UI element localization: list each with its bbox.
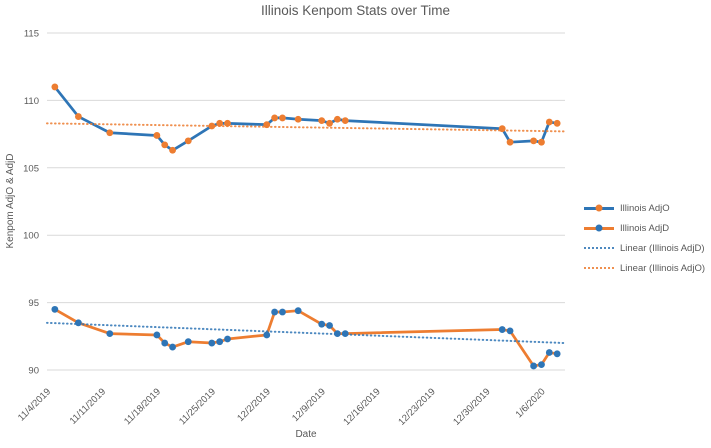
legend-swatch-dotted-adjd — [584, 247, 614, 249]
x-tick-label: 12/16/2019 — [341, 386, 382, 427]
data-point-illinois-adjo[interactable] — [333, 115, 341, 123]
data-point-illinois-adjo[interactable] — [161, 141, 169, 149]
x-tick-label: 11/4/2019 — [16, 386, 53, 423]
data-point-illinois-adjd[interactable] — [538, 361, 545, 369]
data-point-illinois-adjd[interactable] — [506, 327, 514, 335]
data-point-illinois-adjd[interactable] — [271, 308, 279, 316]
legend-label: Linear (Illinois AdjD) — [620, 242, 705, 254]
legend-label: Illinois AdjD — [620, 222, 670, 234]
data-point-illinois-adjo[interactable] — [153, 132, 161, 139]
data-point-illinois-adjd[interactable] — [161, 339, 169, 347]
legend-swatch-line-adjd — [584, 224, 614, 232]
x-tick-label: 11/18/2019 — [122, 386, 163, 427]
data-point-illinois-adjo[interactable] — [271, 114, 279, 122]
legend-item-illinois-adjd[interactable]: Illinois AdjD — [584, 218, 711, 238]
data-point-illinois-adjd[interactable] — [318, 320, 326, 328]
x-axis-title: Date — [295, 429, 317, 440]
data-point-illinois-adjd[interactable] — [74, 319, 82, 327]
data-point-illinois-adjd[interactable] — [263, 331, 271, 339]
data-point-illinois-adjd[interactable] — [279, 308, 286, 316]
y-tick-label: 90 — [28, 366, 39, 377]
data-point-illinois-adjd[interactable] — [169, 343, 176, 351]
data-point-illinois-adjo[interactable] — [530, 137, 538, 145]
data-point-illinois-adjo[interactable] — [74, 113, 82, 120]
x-tick-label: 12/2/2019 — [235, 386, 273, 424]
legend-marker-dot — [595, 224, 603, 232]
x-tick-label: 11/11/2019 — [68, 386, 108, 426]
y-tick-label: 115 — [24, 29, 39, 40]
data-point-illinois-adjo[interactable] — [279, 114, 286, 122]
x-tick-label: 12/23/2019 — [396, 386, 437, 427]
x-tick-label: 12/30/2019 — [451, 386, 492, 427]
data-point-illinois-adjo[interactable] — [51, 83, 59, 91]
data-point-illinois-adjo[interactable] — [553, 119, 561, 127]
y-tick-label: 95 — [28, 298, 39, 309]
y-axis-title: Kenpom AdjO & AdjD — [5, 153, 16, 248]
data-point-illinois-adjo[interactable] — [341, 117, 349, 125]
data-point-illinois-adjd[interactable] — [208, 339, 216, 347]
legend-label: Illinois AdjO — [620, 202, 670, 214]
series-line-illinois-adjd[interactable] — [53, 307, 559, 368]
chart-title[interactable]: Illinois Kenpom Stats over Time — [260, 3, 451, 18]
data-point-illinois-adjo[interactable] — [545, 118, 553, 126]
data-point-illinois-adjo[interactable] — [506, 138, 514, 146]
data-point-illinois-adjd[interactable] — [216, 338, 224, 346]
data-point-illinois-adjo[interactable] — [184, 137, 192, 145]
y-tick-label: 110 — [24, 96, 39, 107]
data-point-illinois-adjd[interactable] — [294, 307, 302, 315]
data-point-illinois-adjd[interactable] — [498, 326, 506, 333]
legend-swatch-dotted-adjo — [584, 267, 614, 269]
y-tick-label: 100 — [23, 231, 39, 242]
data-point-illinois-adjo[interactable] — [216, 119, 224, 127]
data-point-illinois-adjd[interactable] — [184, 338, 192, 346]
legend: Illinois AdjO Illinois AdjD Linear (Illi… — [584, 198, 711, 278]
legend-item-linear-adjd[interactable]: Linear (Illinois AdjD) — [584, 238, 711, 258]
legend-marker-dot — [595, 204, 603, 212]
legend-item-linear-adjo[interactable]: Linear (Illinois AdjO) — [584, 258, 711, 278]
data-point-illinois-adjd[interactable] — [106, 330, 114, 338]
data-point-illinois-adjo[interactable] — [318, 117, 326, 125]
x-tick-label: 1/6/2020 — [514, 386, 548, 420]
x-tick-label: 11/25/2019 — [177, 386, 218, 427]
legend-swatch-line-adjo — [584, 204, 614, 212]
series-line-illinois-adjo[interactable] — [53, 85, 559, 152]
data-point-illinois-adjd[interactable] — [224, 335, 231, 343]
data-point-illinois-adjd[interactable] — [333, 330, 341, 338]
data-point-illinois-adjo[interactable] — [224, 119, 231, 127]
data-point-illinois-adjo[interactable] — [326, 119, 333, 127]
y-tick-label: 105 — [23, 163, 39, 174]
data-point-illinois-adjd[interactable] — [530, 362, 538, 370]
data-point-illinois-adjo[interactable] — [169, 146, 176, 154]
data-point-illinois-adjd[interactable] — [153, 331, 161, 339]
data-point-illinois-adjd[interactable] — [326, 322, 333, 329]
data-point-illinois-adjo[interactable] — [106, 129, 114, 137]
data-point-illinois-adjd[interactable] — [545, 349, 553, 356]
data-point-illinois-adjo[interactable] — [538, 138, 545, 146]
data-point-illinois-adjd[interactable] — [553, 350, 561, 358]
data-point-illinois-adjo[interactable] — [294, 115, 302, 123]
x-tick-label: 12/9/2019 — [290, 386, 328, 424]
legend-item-illinois-adjo[interactable]: Illinois AdjO — [584, 198, 711, 218]
data-point-illinois-adjd[interactable] — [51, 305, 59, 313]
trendline-linear-illinois-adjd[interactable] — [46, 321, 566, 345]
legend-label: Linear (Illinois AdjO) — [620, 262, 706, 274]
trendline-linear-illinois-adjo[interactable] — [46, 122, 566, 133]
